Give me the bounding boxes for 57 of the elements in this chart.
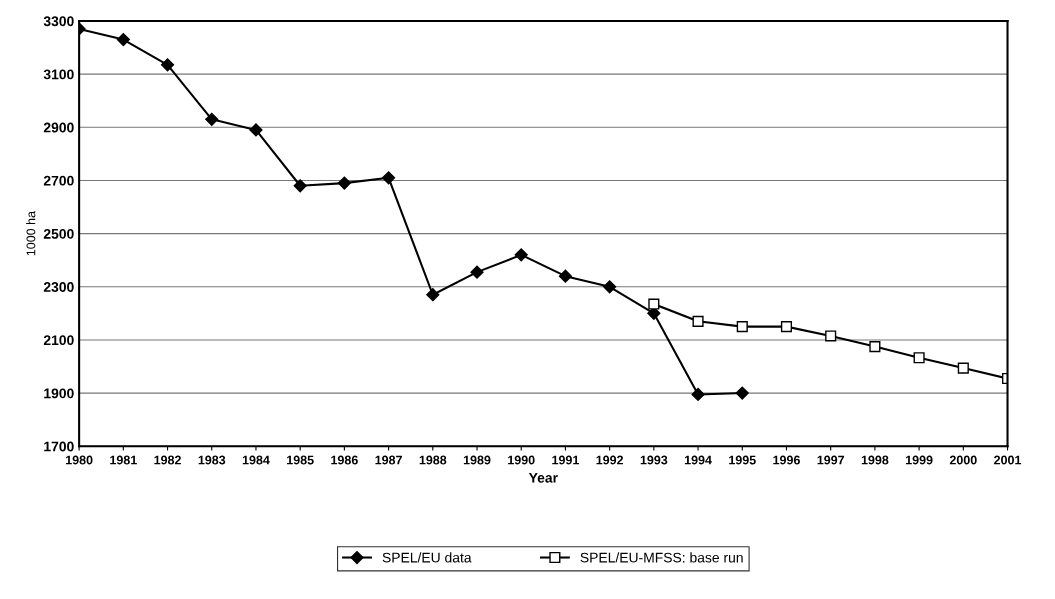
x-tick-label: 1994 bbox=[684, 455, 712, 465]
x-tick-label: 1989 bbox=[463, 455, 491, 465]
x-tick-label: 1996 bbox=[773, 455, 800, 465]
legend-label: SPEL/EU data bbox=[382, 552, 472, 563]
point bbox=[957, 362, 969, 374]
y-tick-label: 1700 bbox=[44, 441, 74, 452]
x-tick-label: 1990 bbox=[508, 455, 535, 465]
x-tick-label: 1982 bbox=[154, 455, 181, 465]
x-tick-label: 1986 bbox=[331, 455, 358, 465]
x-tick-label: 1999 bbox=[905, 455, 933, 465]
x-tick-label: 2000 bbox=[949, 455, 977, 465]
point bbox=[514, 248, 528, 262]
point bbox=[558, 269, 573, 283]
y-axis-title: 1000 ha bbox=[26, 211, 36, 256]
point bbox=[736, 321, 748, 333]
x-tick-label: 1992 bbox=[596, 455, 624, 465]
x-tick-label: 1991 bbox=[552, 455, 579, 465]
point bbox=[426, 288, 440, 302]
y-tick-label: 3100 bbox=[43, 69, 74, 80]
point bbox=[648, 298, 660, 310]
point bbox=[691, 387, 705, 402]
point bbox=[249, 123, 263, 137]
point bbox=[337, 176, 351, 190]
point bbox=[780, 321, 793, 333]
y-tick-label: 1900 bbox=[44, 388, 74, 399]
point bbox=[116, 32, 130, 47]
y-tick-label: 2500 bbox=[43, 228, 74, 239]
x-tick-label: 1988 bbox=[419, 455, 447, 465]
x-tick-label: 1993 bbox=[640, 455, 668, 465]
point bbox=[205, 112, 219, 126]
point bbox=[825, 330, 837, 342]
y-tick-label: 3300 bbox=[43, 16, 74, 27]
x-tick-label: 1997 bbox=[817, 455, 845, 465]
point bbox=[913, 352, 925, 364]
y-tick-label: 2700 bbox=[43, 175, 74, 186]
y-tick-label: 2900 bbox=[43, 122, 74, 133]
y-tick-label: 2300 bbox=[43, 282, 74, 292]
x-tick-label: 1980 bbox=[66, 455, 93, 465]
x-tick-label: 1985 bbox=[287, 455, 314, 465]
x-tick-label: 1987 bbox=[375, 455, 402, 465]
x-tick-label: 1984 bbox=[242, 455, 270, 465]
x-axis-title: Year bbox=[528, 473, 558, 483]
x-tick-label: 1998 bbox=[861, 455, 889, 465]
legend-label: SPEL/EU-MFSS: base run bbox=[580, 552, 743, 563]
x-tick-label: 2001 bbox=[994, 455, 1022, 465]
x-tick-label: 1981 bbox=[110, 455, 137, 465]
point bbox=[160, 58, 175, 72]
point bbox=[470, 265, 484, 279]
point bbox=[293, 179, 307, 193]
x-tick-label: 1995 bbox=[729, 455, 756, 465]
point bbox=[735, 386, 749, 400]
point bbox=[603, 280, 617, 294]
point bbox=[382, 171, 396, 185]
point bbox=[692, 315, 704, 327]
y-tick-label: 2100 bbox=[43, 335, 74, 346]
point bbox=[869, 341, 881, 353]
x-tick-label: 1983 bbox=[198, 455, 226, 465]
